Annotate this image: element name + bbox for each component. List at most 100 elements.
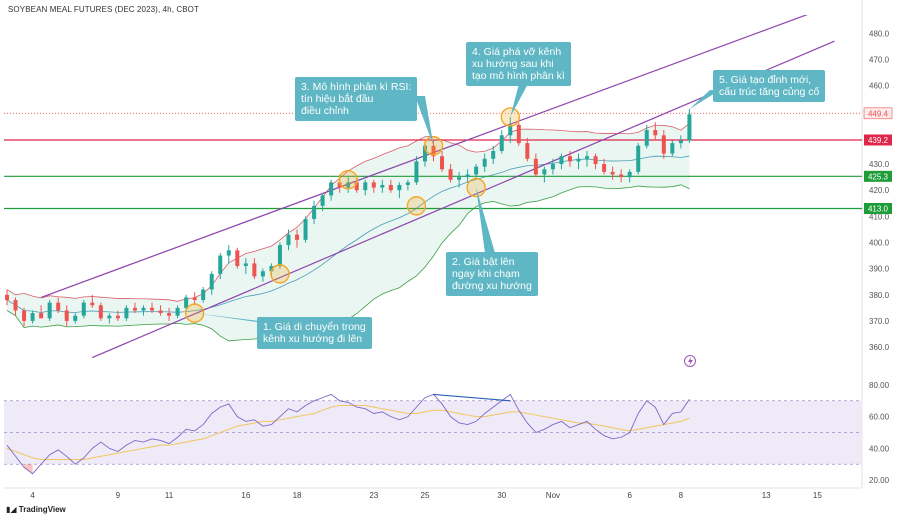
candle: [627, 169, 632, 183]
x-tick-label: 8: [679, 491, 684, 500]
candle: [184, 294, 189, 311]
candle: [56, 297, 61, 314]
candle-body: [405, 182, 410, 185]
candle: [98, 302, 103, 321]
x-tick-label: 15: [813, 491, 822, 500]
candle-body: [380, 184, 385, 188]
rsi-line: [6, 393, 690, 475]
candle: [567, 150, 572, 167]
candle-body: [397, 184, 402, 191]
candle-body: [98, 305, 103, 319]
candle-body: [295, 234, 300, 240]
candle: [482, 153, 487, 172]
candle: [5, 289, 9, 306]
rsi-y-tick-label: 20.00: [869, 476, 890, 485]
y-tick-label: 420.0: [869, 186, 890, 195]
candle: [593, 153, 598, 170]
candle: [312, 200, 317, 225]
candle-body: [448, 169, 453, 180]
candle-body: [670, 143, 675, 154]
rsi-y-tick-label: 60.00: [869, 413, 890, 422]
y-tick-label: 370.0: [869, 317, 890, 326]
candle-body: [567, 156, 572, 162]
price-label-413-0: 413.0: [864, 202, 892, 214]
candle-body: [252, 263, 257, 277]
candle-body: [243, 263, 248, 267]
bollinger-fill: [7, 123, 690, 341]
y-tick-label: 360.0: [869, 343, 890, 352]
price-label-449-4: 449.4: [863, 107, 893, 120]
candle-body: [132, 307, 137, 311]
x-tick-label: 25: [421, 491, 430, 500]
candle-body: [431, 145, 436, 157]
candle: [559, 153, 564, 170]
annotation-channel-move: 1. Giá di chuyển trong kênh xu hướng đi …: [257, 317, 372, 349]
candle: [209, 271, 214, 295]
candle: [218, 252, 223, 280]
x-tick-label: 11: [165, 491, 174, 500]
candle: [576, 153, 581, 170]
tradingview-logo: ▮◢ TradingView: [6, 505, 66, 514]
candle: [192, 292, 197, 306]
candle: [516, 122, 521, 146]
candle: [457, 171, 462, 188]
candle: [167, 307, 172, 321]
candle-body: [678, 140, 683, 144]
candle: [329, 179, 334, 201]
pointer-annotation-1: [194, 313, 267, 322]
candle-body: [286, 234, 291, 246]
pointer-annotation-5: [689, 90, 720, 110]
touch-highlight-circle: [500, 107, 520, 127]
candle: [678, 135, 683, 149]
candle: [687, 109, 692, 144]
candle-body: [30, 313, 35, 321]
candle: [150, 302, 155, 314]
candle-body: [559, 156, 564, 165]
candle-body: [329, 182, 334, 196]
candle-body: [115, 315, 120, 319]
candle-body: [525, 143, 530, 159]
candle-body: [39, 313, 44, 319]
candle-body: [218, 255, 223, 274]
rsi-divergence-line: [433, 393, 511, 402]
candle: [550, 158, 555, 175]
bollinger-middle: [6, 155, 690, 313]
candle: [141, 305, 146, 316]
candle-body: [150, 307, 155, 311]
chart-title: SOYBEAN MEAL FUTURES (DEC 2023), 4h, CBO…: [8, 5, 199, 14]
candle-body: [542, 169, 547, 175]
rsi-y-tick-label: 40.00: [869, 444, 890, 453]
candle-body: [269, 266, 274, 272]
y-tick-label: 470.0: [869, 55, 890, 64]
candle-body: [184, 297, 189, 308]
candle: [175, 305, 180, 319]
candle-body: [124, 307, 129, 319]
candle-body: [602, 164, 607, 172]
candle: [243, 258, 248, 274]
candle: [39, 305, 44, 319]
candle-body: [47, 302, 52, 319]
y-tick-label: 480.0: [869, 29, 890, 38]
x-tick-label: 4: [30, 491, 35, 500]
candle: [585, 150, 590, 167]
candle-body: [457, 177, 462, 180]
candle: [653, 122, 658, 141]
price-plot: [4, 15, 862, 359]
candle: [499, 130, 504, 154]
candle: [115, 310, 120, 321]
candle-body: [303, 218, 308, 240]
x-tick-label: 16: [241, 491, 250, 500]
candle: [81, 300, 86, 319]
candle: [636, 143, 641, 175]
rsi-ma-line: [6, 405, 690, 460]
candle-body: [337, 182, 342, 188]
candle: [286, 229, 291, 251]
candle: [619, 169, 624, 183]
candle-body: [585, 156, 590, 159]
candle: [132, 302, 137, 314]
candle-body: [64, 310, 69, 321]
candle-body: [90, 302, 95, 306]
candle-body: [312, 205, 317, 219]
candle-body: [636, 145, 641, 172]
